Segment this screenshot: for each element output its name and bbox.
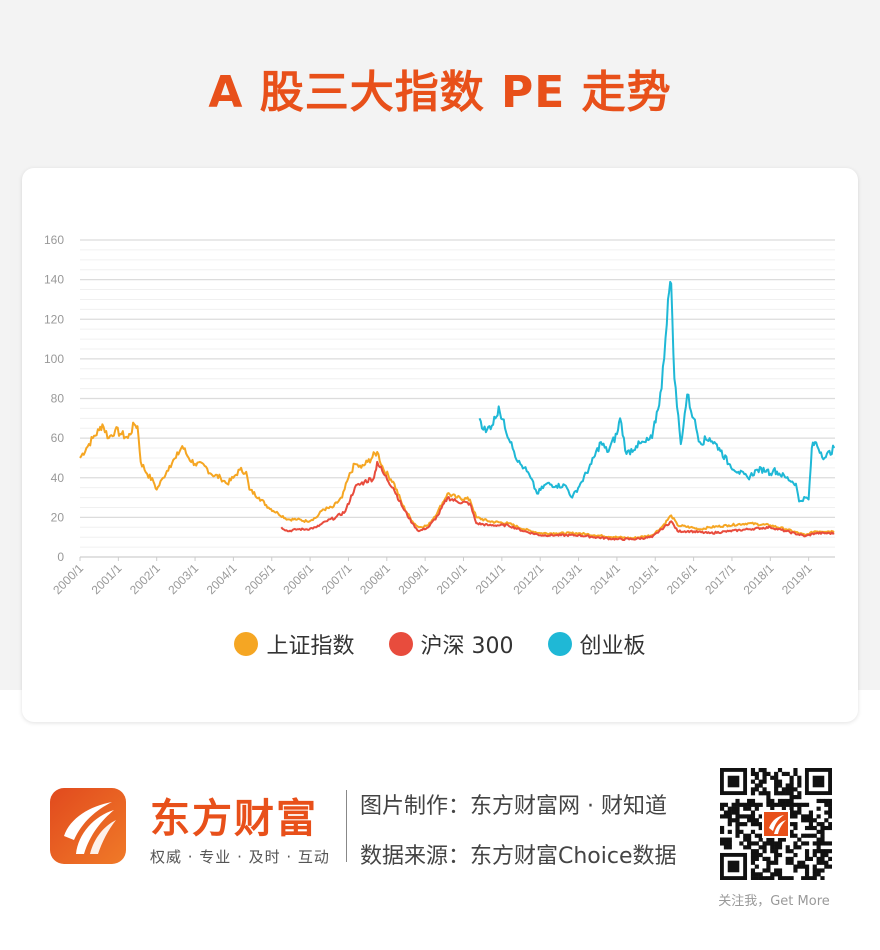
y-tick-label: 0 [57, 550, 64, 564]
y-tick-label: 100 [44, 352, 64, 366]
legend-swatch [547, 632, 572, 656]
qr-code-icon [720, 768, 832, 880]
series-line-csi300 [280, 460, 835, 541]
x-tick-label: 2017/1 [702, 561, 738, 597]
x-tick-label: 2019/1 [779, 561, 815, 597]
x-tick-label: 2016/1 [664, 561, 700, 597]
legend-label: 沪深 300 [420, 634, 514, 659]
x-tick-label: 2007/1 [319, 561, 355, 597]
brand-slogan: 权威 · 专业 · 及时 · 互动 [150, 848, 330, 866]
y-tick-label: 20 [51, 510, 65, 524]
legend-item-sse: 上证指数 [234, 628, 355, 660]
legend-swatch [388, 632, 413, 656]
x-tick-label: 2001/1 [89, 561, 125, 597]
series-line-chinext [478, 280, 836, 503]
divider [346, 790, 347, 862]
y-tick-label: 80 [51, 392, 65, 406]
y-tick-label: 160 [44, 233, 64, 247]
eastmoney-logo [50, 788, 126, 864]
x-tick-label: 2011/1 [473, 561, 508, 596]
x-tick-label: 2000/1 [50, 561, 86, 597]
page-title: A 股三大指数 PE 走势 [208, 67, 672, 118]
legend-swatch [234, 632, 259, 656]
legend-item-chinext: 创业板 [547, 628, 646, 660]
y-tick-label: 140 [44, 273, 64, 287]
x-tick-label: 2006/1 [280, 561, 316, 597]
series-line-sse [79, 421, 835, 540]
chart-card [22, 168, 858, 722]
y-tick-label: 60 [51, 431, 65, 445]
x-tick-label: 2014/1 [587, 561, 623, 597]
y-tick-label: 40 [51, 471, 65, 485]
legend-item-csi300: 沪深 300 [388, 628, 514, 660]
qr-caption: 关注我，Get More [718, 894, 830, 909]
y-tick-label: 120 [44, 312, 64, 326]
x-tick-label: 2010/1 [434, 561, 470, 597]
credit-made-by: 图片制作：东方财富网 · 财知道 [360, 794, 667, 819]
x-tick-label: 2008/1 [357, 561, 393, 597]
credit-data-source: 数据来源：东方财富Choice数据 [360, 844, 677, 869]
brand-name: 东方财富 [150, 796, 318, 842]
x-tick-label: 2003/1 [165, 561, 201, 597]
x-tick-label: 2015/1 [626, 561, 662, 597]
legend-label: 上证指数 [266, 634, 355, 659]
logo-swoosh-icon [64, 802, 116, 854]
x-tick-label: 2004/1 [204, 561, 240, 597]
x-tick-label: 2005/1 [242, 561, 278, 597]
x-tick-label: 2009/1 [395, 561, 431, 597]
x-tick-label: 2002/1 [127, 561, 163, 597]
chart-legend: 上证指数 沪深 300 创业板 [0, 628, 880, 660]
x-tick-label: 2013/1 [549, 561, 585, 597]
legend-label: 创业板 [579, 634, 646, 659]
x-tick-label: 2018/1 [741, 561, 777, 597]
x-tick-label: 2012/1 [510, 561, 546, 597]
